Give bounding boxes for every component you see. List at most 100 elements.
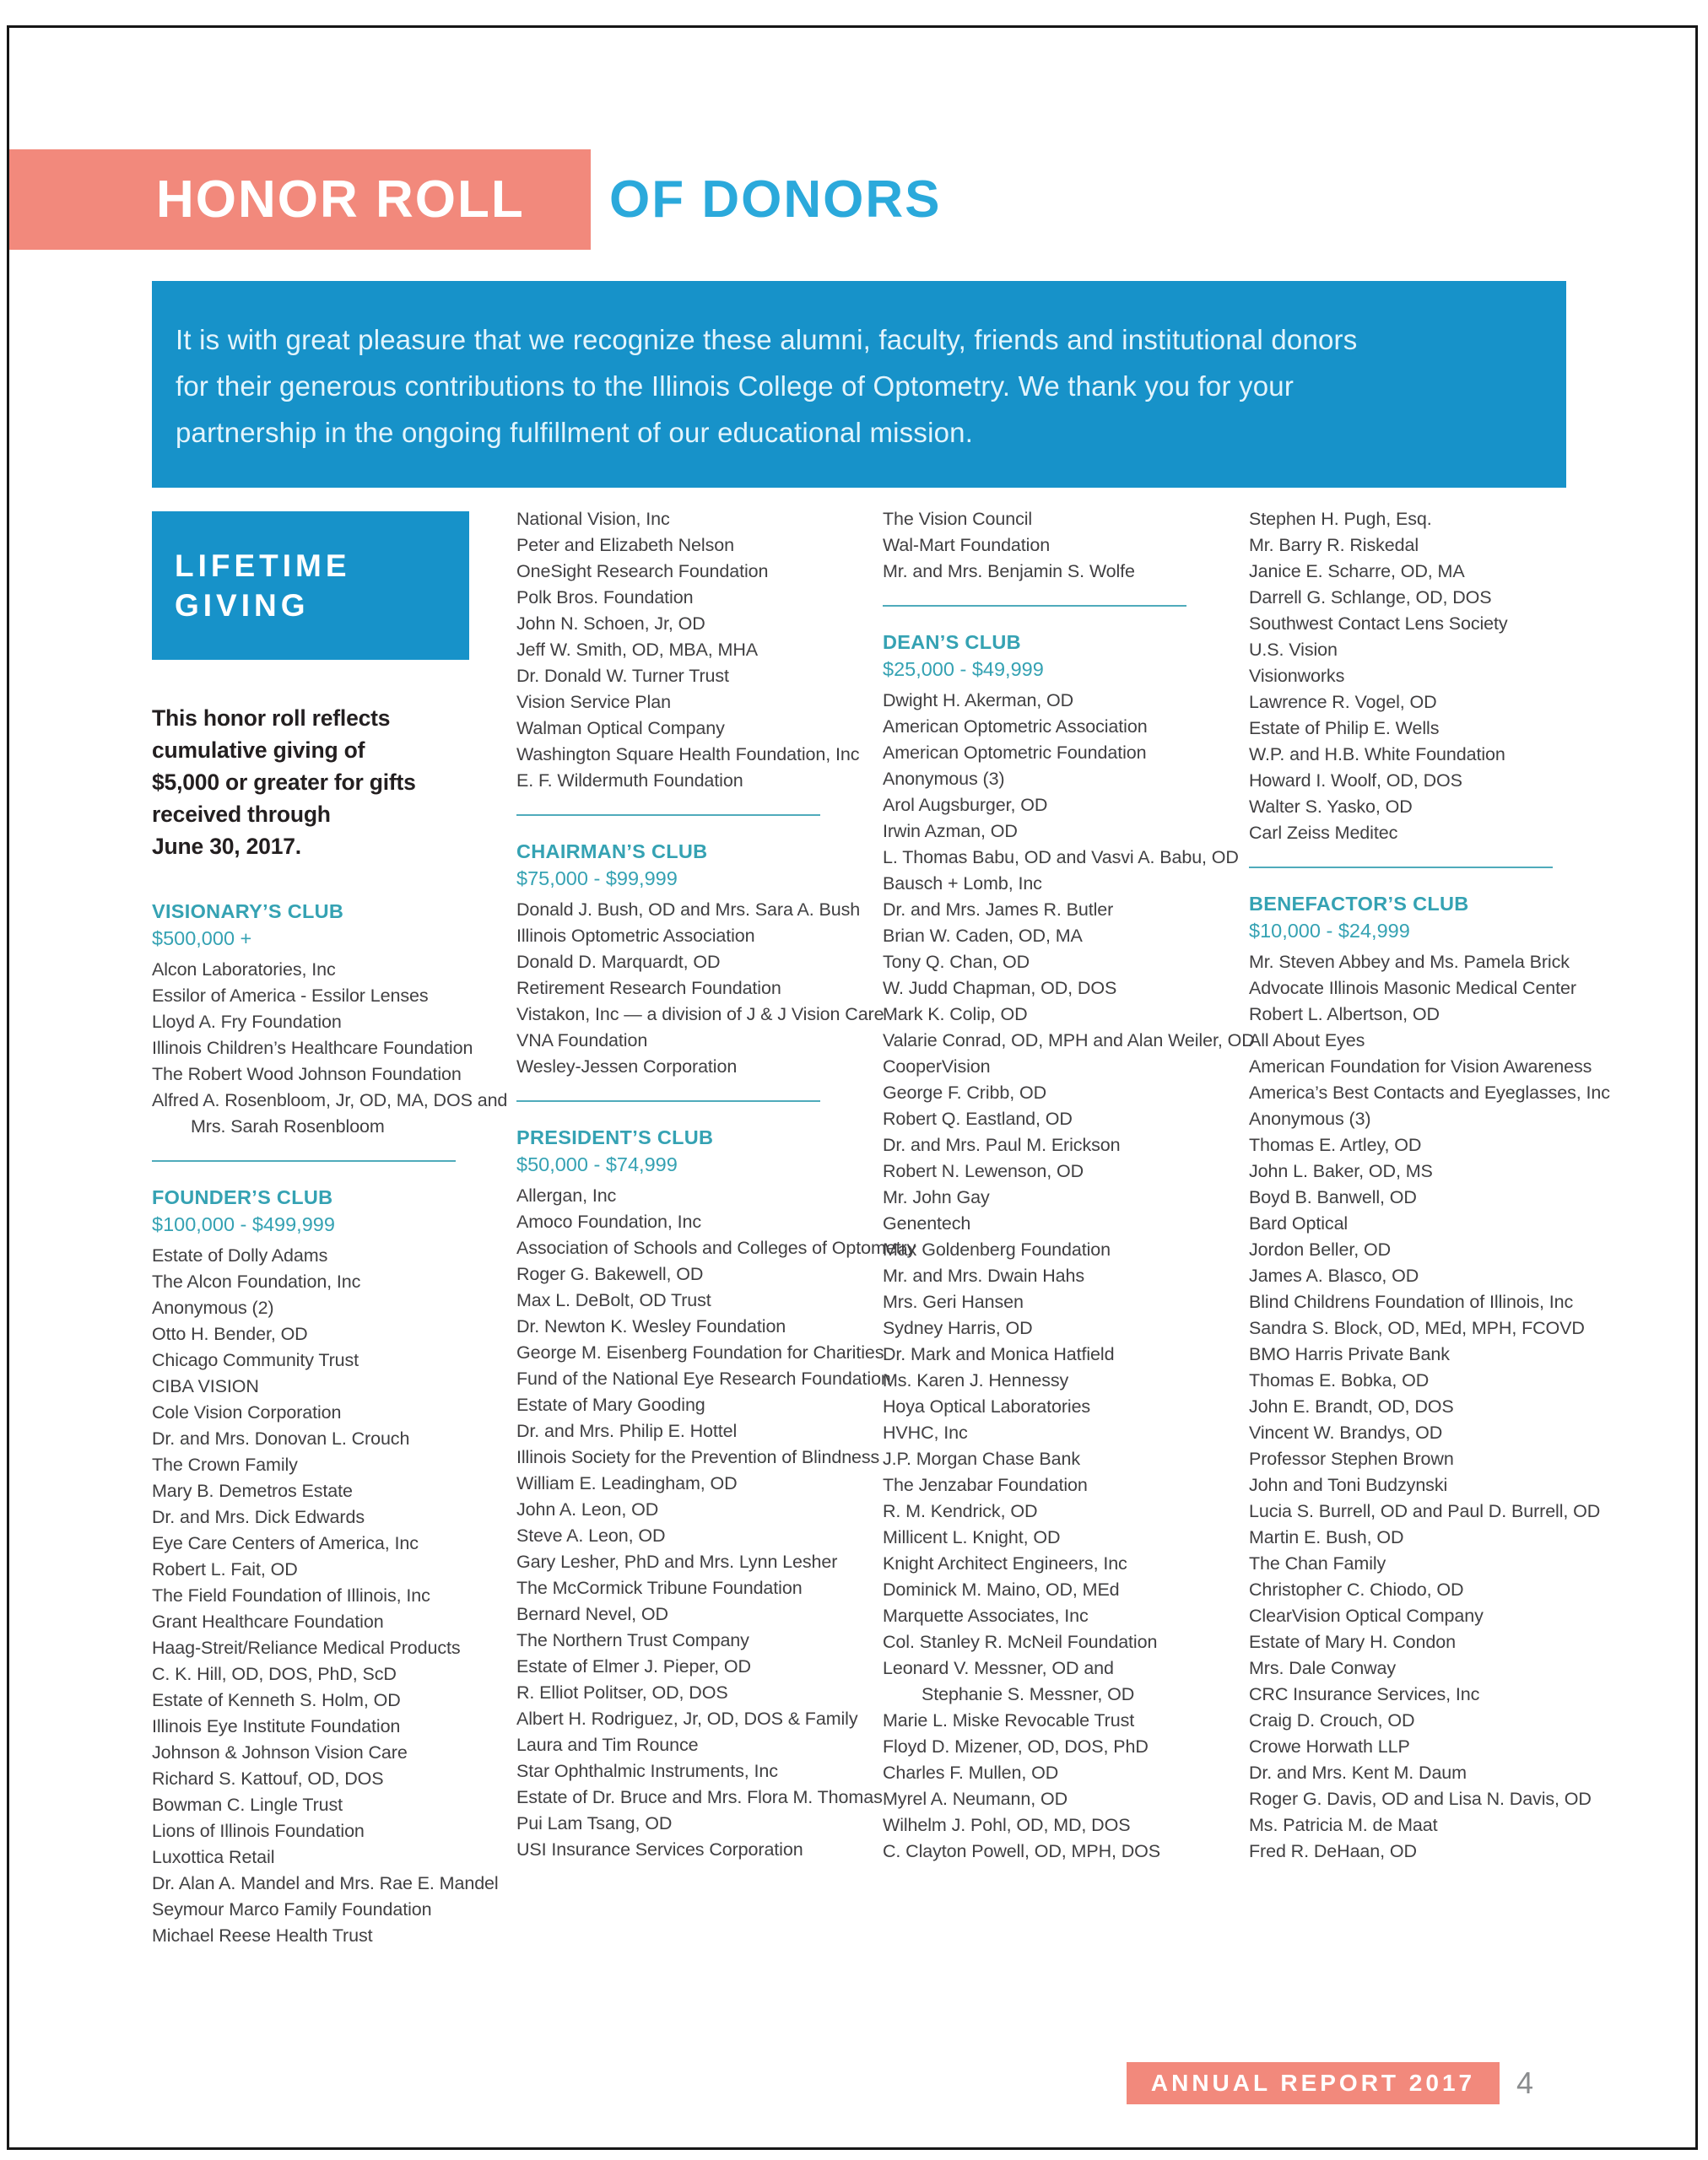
donor-list: Allergan, Inc Amoco Foundation, Inc Associ… xyxy=(516,1183,916,1863)
donor-entry: Dr. and Mrs. Philip E. Hottel xyxy=(516,1421,738,1441)
donor-entry: Mary B. Demetros Estate xyxy=(152,1481,353,1501)
donor-entry: Dr. and Mrs. James R. Butler xyxy=(883,899,1114,920)
donor-entry: Estate of Dr. Bruce and Mrs. Flora M. Th… xyxy=(516,1787,883,1807)
giving-note: This honor roll reflects cumulative givi… xyxy=(152,705,416,859)
donor-entry: Sydney Harris, OD xyxy=(883,1318,1033,1338)
donor-list: The Vision Council Wal-Mart Foundation Mr.… xyxy=(883,506,1249,585)
donor-entry: Anonymous (3) xyxy=(1249,1109,1371,1129)
donor-entry: Genentech xyxy=(883,1213,971,1234)
donor-entry: VNA Foundation xyxy=(516,1030,648,1050)
donor-entry: Col. Stanley R. McNeil Foundation xyxy=(883,1632,1158,1652)
donor-entry: Mr. Barry R. Riskedal xyxy=(1249,535,1419,555)
donor-entry: Alfred A. Rosenbloom, Jr, OD, MA, DOS an… xyxy=(152,1090,508,1110)
donor-entry: Darrell G. Schlange, OD, DOS xyxy=(1249,587,1492,608)
donor-entry: Fund of the National Eye Research Founda… xyxy=(516,1369,891,1389)
donor-entry: Mr. John Gay xyxy=(883,1187,990,1207)
donor-entry: Ms. Patricia M. de Maat xyxy=(1249,1815,1438,1835)
donor-entry: Vision Service Plan xyxy=(516,692,671,712)
donor-entry: U.S. Vision xyxy=(1249,640,1338,660)
donor-entry: James A. Blasco, OD xyxy=(1249,1266,1419,1286)
donor-entry: Hoya Optical Laboratories xyxy=(883,1396,1091,1417)
donor-entry: Brian W. Caden, OD, MA xyxy=(883,926,1083,946)
donor-entry: Tony Q. Chan, OD xyxy=(883,952,1030,972)
donor-entry: Howard I. Woolf, OD, DOS xyxy=(1249,770,1462,791)
donor-entry: Lloyd A. Fry Foundation xyxy=(152,1012,342,1032)
donor-entry: Thomas E. Artley, OD xyxy=(1249,1135,1422,1155)
donor-entry: E. F. Wildermuth Foundation xyxy=(516,770,743,791)
donor-entry: Dwight H. Akerman, OD xyxy=(883,690,1074,710)
donor-entry: Southwest Contact Lens Society xyxy=(1249,613,1508,634)
donor-entry: The McCormick Tribune Foundation xyxy=(516,1578,803,1598)
donor-entry: All About Eyes xyxy=(1249,1030,1365,1050)
donor-entry: Bard Optical xyxy=(1249,1213,1349,1234)
donor-entry: Robert Q. Eastland, OD xyxy=(883,1109,1073,1129)
donor-entry: Carl Zeiss Meditec xyxy=(1249,823,1398,843)
page-title-primary: HONOR ROLL xyxy=(156,170,525,229)
donor-entry: CRC Insurance Services, Inc xyxy=(1249,1684,1480,1704)
donor-entry: National Vision, Inc xyxy=(516,509,670,529)
donor-entry: Irwin Azman, OD xyxy=(883,821,1018,841)
donor-entry: Max L. DeBolt, OD Trust xyxy=(516,1290,711,1310)
donor-entry: Washington Square Health Foundation, Inc xyxy=(516,744,860,764)
donor-entry: Jordon Beller, OD xyxy=(1249,1239,1391,1260)
donor-entry: CooperVision xyxy=(883,1056,991,1077)
donor-entry: Albert H. Rodriguez, Jr, OD, DOS & Famil… xyxy=(516,1709,858,1729)
donor-entry: J.P. Morgan Chase Bank xyxy=(883,1449,1081,1469)
donor-list: Donald J. Bush, OD and Mrs. Sara A. Bush… xyxy=(516,897,884,1080)
donor-entry: Millicent L. Knight, OD xyxy=(883,1527,1061,1547)
donor-entry: Bausch + Lomb, Inc xyxy=(883,873,1042,894)
donor-entry: Association of Schools and Colleges of O… xyxy=(516,1238,916,1258)
donor-entry: Thomas E. Bobka, OD xyxy=(1249,1370,1430,1390)
donor-entry: Roger G. Davis, OD and Lisa N. Davis, OD xyxy=(1249,1789,1592,1809)
donor-entry: Dr. Donald W. Turner Trust xyxy=(516,666,729,686)
club-range: $25,000 - $49,999 xyxy=(883,658,1044,680)
donor-entry: Estate of Mary H. Condon xyxy=(1249,1632,1456,1652)
donor-entry: Peter and Elizabeth Nelson xyxy=(516,535,734,555)
donor-entry: Amoco Foundation, Inc xyxy=(516,1212,701,1232)
lifetime-giving-banner: LIFETIME GIVING xyxy=(152,511,469,660)
donor-entry: Alcon Laboratories, Inc xyxy=(152,959,336,980)
donor-entry: Johnson & Johnson Vision Care xyxy=(152,1742,408,1763)
donor-entry: Dr. Newton K. Wesley Foundation xyxy=(516,1316,786,1336)
donor-entry: The Alcon Foundation, Inc xyxy=(152,1272,361,1292)
donor-entry: Estate of Kenneth S. Holm, OD xyxy=(152,1690,401,1710)
donor-entry: Bernard Nevel, OD xyxy=(516,1604,668,1624)
donor-entry: Eye Care Centers of America, Inc xyxy=(152,1533,419,1553)
donor-entry: Polk Bros. Foundation xyxy=(516,587,694,608)
donor-entry: American Foundation for Vision Awareness xyxy=(1249,1056,1592,1077)
donor-entry: Dr. and Mrs. Donovan L. Crouch xyxy=(152,1428,410,1449)
donor-entry: Marquette Associates, Inc xyxy=(883,1606,1089,1626)
donor-entry: Martin E. Bush, OD xyxy=(1249,1527,1404,1547)
donor-entry: Mr. and Mrs. Dwain Hahs xyxy=(883,1266,1085,1286)
donor-entry: Laura and Tim Rounce xyxy=(516,1735,699,1755)
donor-entry: Walman Optical Company xyxy=(516,718,725,738)
donor-entry: John and Toni Budzynski xyxy=(1249,1475,1448,1495)
donor-list: Alcon Laboratories, Inc Essilor of Americ… xyxy=(152,957,516,1140)
donor-entry: OneSight Research Foundation xyxy=(516,561,769,581)
donor-entry: Richard S. Kattouf, OD, DOS xyxy=(152,1768,384,1789)
donor-entry: Advocate Illinois Masonic Medical Center xyxy=(1249,978,1576,998)
donor-entry: Anonymous (2) xyxy=(152,1298,274,1318)
donor-entry: American Optometric Foundation xyxy=(883,742,1147,763)
donor-entry: Allergan, Inc xyxy=(516,1185,617,1206)
column-blocks: National Vision, Inc Peter and Elizabeth … xyxy=(516,506,916,1863)
section-divider xyxy=(883,605,1186,607)
donor-entry: R. Elliot Politser, OD, DOS xyxy=(516,1682,728,1703)
donor-entry: Anonymous (3) xyxy=(883,769,1005,789)
column-blocks: The Vision Council Wal-Mart Foundation Mr.… xyxy=(883,506,1255,1865)
donor-entry: Valarie Conrad, OD, MPH and Alan Weiler,… xyxy=(883,1030,1255,1050)
column-blocks: VISIONARY’S CLUB $500,000 + Alcon Laborato… xyxy=(152,898,516,1949)
donor-entry: Star Ophthalmic Instruments, Inc xyxy=(516,1761,778,1781)
donor-entry: The Jenzabar Foundation xyxy=(883,1475,1088,1495)
donor-entry: John L. Baker, OD, MS xyxy=(1249,1161,1433,1181)
donor-entry: Stephanie S. Messner, OD xyxy=(922,1684,1135,1704)
donor-entry: Dr. Alan A. Mandel and Mrs. Rae E. Mande… xyxy=(152,1873,499,1893)
donor-entry: Mrs. Dale Conway xyxy=(1249,1658,1397,1678)
donor-entry: Mr. Steven Abbey and Ms. Pamela Brick xyxy=(1249,952,1570,972)
donor-entry: Christopher C. Chiodo, OD xyxy=(1249,1580,1464,1600)
donor-entry: Fred R. DeHaan, OD xyxy=(1249,1841,1417,1861)
donor-entry: C. K. Hill, OD, DOS, PhD, ScD xyxy=(152,1664,397,1684)
column-blocks: Stephen H. Pugh, Esq. Mr. Barry R. Risked… xyxy=(1249,506,1617,1865)
page-number: 4 xyxy=(1516,2066,1534,2100)
donor-entry: Mrs. Geri Hansen xyxy=(883,1292,1024,1312)
